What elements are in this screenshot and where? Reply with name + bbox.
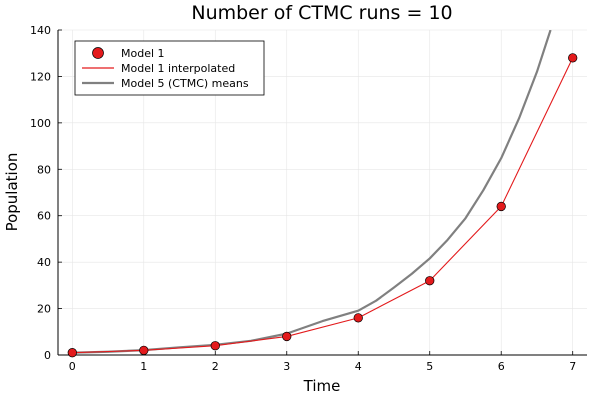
x-tick-label: 7 xyxy=(569,360,576,373)
y-tick-label: 100 xyxy=(30,117,51,130)
y-ticks: 0 20 40 60 80 100 120 140 xyxy=(30,24,62,362)
x-tick-label: 5 xyxy=(426,360,433,373)
model1-point xyxy=(496,201,506,212)
y-axis-title: Population xyxy=(3,153,21,232)
x-tick-label: 6 xyxy=(498,360,505,373)
model1-point xyxy=(568,53,578,63)
x-tick-label: 4 xyxy=(355,360,362,373)
model1-point xyxy=(210,341,220,351)
model1-point xyxy=(353,313,363,323)
series-line-model5-ctmc-means xyxy=(72,30,552,354)
legend-label-model5: Model 5 (CTMC) means xyxy=(121,77,249,90)
y-tick-label: 60 xyxy=(37,210,51,223)
y-tick-label: 0 xyxy=(44,349,51,362)
model1-point xyxy=(425,276,435,286)
y-tick-label: 80 xyxy=(37,163,51,176)
x-tick-label: 1 xyxy=(140,360,147,373)
legend-label-model1: Model 1 xyxy=(121,47,165,60)
series-line-model1-interpolated xyxy=(72,57,574,354)
x-tick-label: 3 xyxy=(283,360,290,373)
y-tick-label: 140 xyxy=(30,24,51,37)
y-tick-label: 120 xyxy=(30,70,51,83)
legend-marker-model1 xyxy=(92,47,104,59)
chart-title: Number of CTMC runs = 10 xyxy=(191,2,452,24)
y-tick-label: 40 xyxy=(37,256,51,269)
x-tick-label: 2 xyxy=(212,360,219,373)
model1-point xyxy=(139,345,149,356)
model1-point xyxy=(282,331,292,342)
x-axis-title: Time xyxy=(303,377,341,395)
model1-point xyxy=(67,348,77,358)
y-tick-label: 20 xyxy=(37,303,51,316)
markers-layer xyxy=(67,53,578,358)
series-layer xyxy=(72,30,574,354)
legend: Model 1 Model 1 interpolated Model 5 (CT… xyxy=(74,40,265,96)
legend-label-model1-interp: Model 1 interpolated xyxy=(121,62,235,75)
x-tick-label: 0 xyxy=(69,360,76,373)
